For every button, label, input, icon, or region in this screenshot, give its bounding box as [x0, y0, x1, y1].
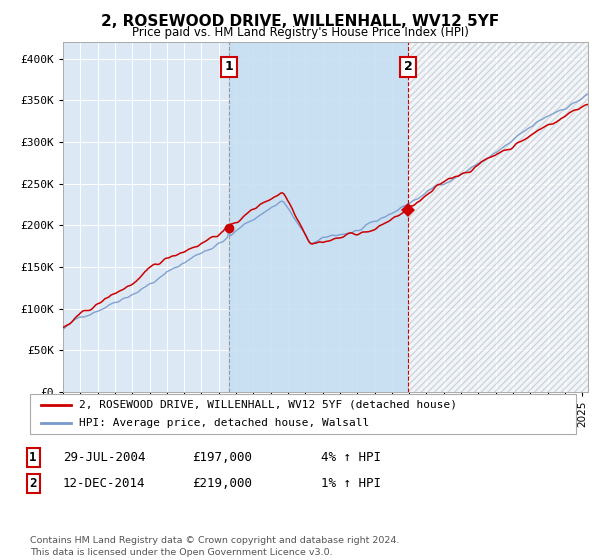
Text: Price paid vs. HM Land Registry's House Price Index (HPI): Price paid vs. HM Land Registry's House …	[131, 26, 469, 39]
Text: HPI: Average price, detached house, Walsall: HPI: Average price, detached house, Wals…	[79, 418, 370, 428]
Text: 4% ↑ HPI: 4% ↑ HPI	[321, 451, 381, 464]
Text: 1: 1	[224, 60, 233, 73]
Text: 2, ROSEWOOD DRIVE, WILLENHALL, WV12 5YF (detached house): 2, ROSEWOOD DRIVE, WILLENHALL, WV12 5YF …	[79, 400, 457, 409]
Text: £197,000: £197,000	[192, 451, 252, 464]
Text: Contains HM Land Registry data © Crown copyright and database right 2024.
This d: Contains HM Land Registry data © Crown c…	[30, 536, 400, 557]
Text: 1% ↑ HPI: 1% ↑ HPI	[321, 477, 381, 490]
Text: £219,000: £219,000	[192, 477, 252, 490]
Bar	[408, 42, 588, 392]
Bar	[229, 42, 408, 392]
Text: 29-JUL-2004: 29-JUL-2004	[63, 451, 146, 464]
Text: 12-DEC-2014: 12-DEC-2014	[63, 477, 146, 490]
Text: 1: 1	[29, 451, 37, 464]
Text: 2: 2	[404, 60, 413, 73]
Text: 2: 2	[29, 477, 37, 490]
Text: 2, ROSEWOOD DRIVE, WILLENHALL, WV12 5YF: 2, ROSEWOOD DRIVE, WILLENHALL, WV12 5YF	[101, 14, 499, 29]
FancyBboxPatch shape	[30, 394, 576, 434]
